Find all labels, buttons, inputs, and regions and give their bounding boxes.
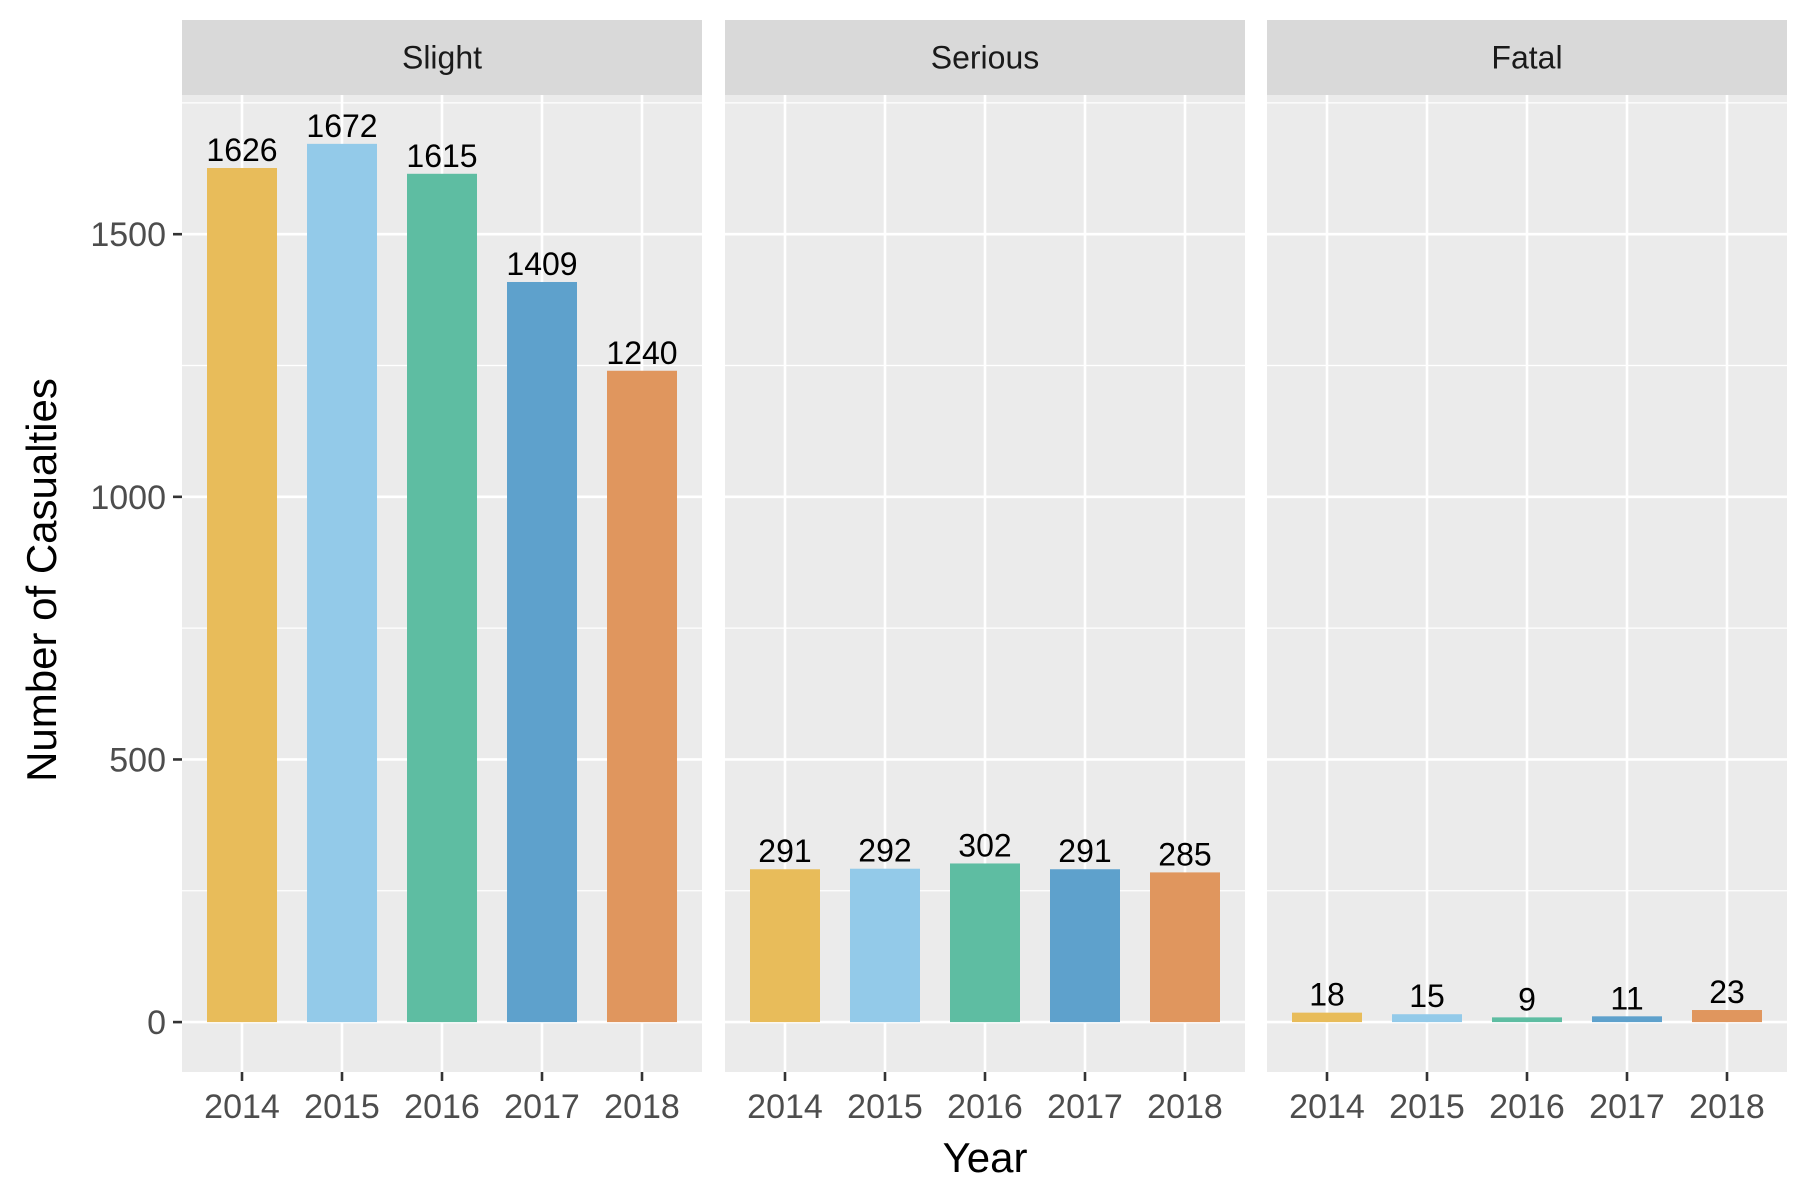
bar-serious-2018: [1150, 872, 1220, 1023]
data-label-fatal-2017: 11: [1610, 980, 1643, 1016]
x-tick-label-2015: 2015: [304, 1088, 380, 1126]
x-tick-label-2017: 2017: [1047, 1088, 1123, 1126]
bar-serious-2016: [950, 863, 1020, 1023]
y-axis-title: Number of Casualties: [18, 378, 65, 782]
panels: Slight 1626 1672 1615 1409 1240 2014 2015 2016 20…: [182, 20, 1787, 1126]
y-tick-label-0: 0: [147, 1004, 166, 1042]
y-axis: 0 500 1000 1500: [90, 216, 182, 1042]
data-label-fatal-2018: 23: [1709, 974, 1745, 1010]
bar-serious-2015: [850, 868, 920, 1023]
x-tick-label-2018: 2018: [1147, 1088, 1223, 1126]
y-tick-label-500: 500: [109, 741, 166, 779]
facet-strip-fatal: [1267, 20, 1787, 95]
y-tick-label-1500: 1500: [90, 216, 166, 254]
x-tick-label-2014: 2014: [747, 1088, 823, 1126]
panel-serious: Serious 291 292 302 291 285 2014 2015 2016 2017 20…: [725, 20, 1245, 1126]
panel-fatal: Fatal 18 15 9 11 23 2014 2015 2016 2017 2018: [1267, 20, 1787, 1126]
x-tick-label-2018: 2018: [604, 1088, 680, 1126]
bar-slight-2017: [507, 281, 577, 1023]
facet-label-fatal: Fatal: [1491, 40, 1562, 76]
bar-fatal-2014: [1292, 1012, 1362, 1023]
x-tick-label-2016: 2016: [1489, 1088, 1565, 1126]
bar-slight-2016: [407, 173, 477, 1023]
data-label-slight-2016: 1615: [406, 138, 477, 174]
bar-slight-2018: [607, 370, 677, 1023]
bar-serious-2014: [750, 869, 820, 1023]
x-tick-label-2015: 2015: [1389, 1088, 1465, 1126]
data-label-serious-2014: 291: [758, 833, 811, 869]
facet-label-slight: Slight: [402, 40, 482, 76]
y-tick-label-1000: 1000: [90, 479, 166, 517]
bar-fatal-2015: [1392, 1014, 1462, 1023]
x-tick-label-2016: 2016: [404, 1088, 480, 1126]
bar-fatal-2017: [1592, 1016, 1662, 1023]
data-label-serious-2017: 291: [1058, 833, 1111, 869]
x-tick-label-2017: 2017: [504, 1088, 580, 1126]
data-label-serious-2016: 302: [958, 827, 1011, 863]
facet-label-serious: Serious: [931, 40, 1040, 76]
bar-serious-2017: [1050, 869, 1120, 1023]
x-tick-label-2017: 2017: [1589, 1088, 1665, 1126]
x-axis-title: Year: [943, 1134, 1028, 1181]
data-label-fatal-2015: 15: [1409, 978, 1445, 1014]
data-label-fatal-2014: 18: [1309, 977, 1345, 1013]
facet-strip-serious: [725, 20, 1245, 95]
facet-strip-slight: [182, 20, 702, 95]
data-label-serious-2015: 292: [858, 833, 911, 869]
panel-slight: Slight 1626 1672 1615 1409 1240 2014 2015 2016 20…: [182, 20, 702, 1126]
data-label-slight-2017: 1409: [506, 246, 577, 282]
data-label-slight-2018: 1240: [606, 335, 677, 371]
x-tick-label-2015: 2015: [847, 1088, 923, 1126]
x-tick-label-2016: 2016: [947, 1088, 1023, 1126]
x-tick-label-2018: 2018: [1689, 1088, 1765, 1126]
data-label-serious-2018: 285: [1158, 836, 1211, 872]
bar-slight-2014: [207, 168, 277, 1023]
data-label-fatal-2016: 9: [1518, 981, 1536, 1017]
x-tick-label-2014: 2014: [204, 1088, 280, 1126]
data-label-slight-2014: 1626: [206, 132, 277, 168]
bar-fatal-2016: [1492, 1017, 1562, 1023]
data-label-slight-2015: 1672: [306, 108, 377, 144]
bar-slight-2015: [307, 143, 377, 1023]
bar-fatal-2018: [1692, 1010, 1762, 1023]
x-tick-label-2014: 2014: [1289, 1088, 1365, 1126]
